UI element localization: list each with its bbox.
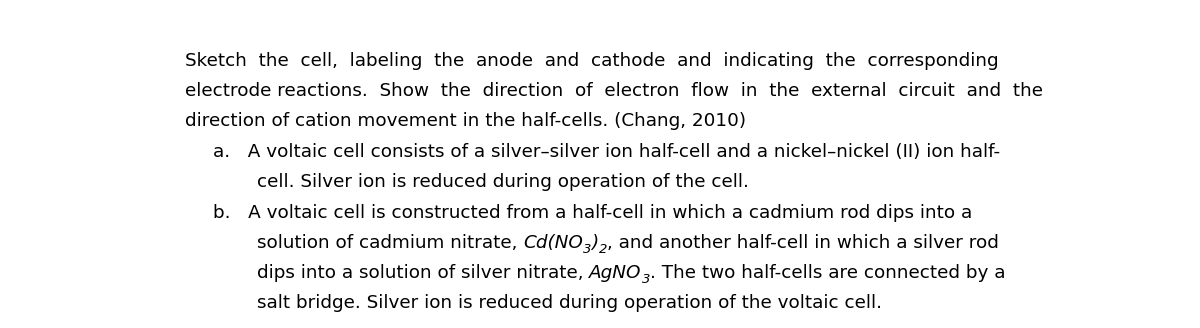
Text: a.   A voltaic cell consists of a silver–silver ion half-cell and a nickel–nicke: a. A voltaic cell consists of a silver–s… [214, 143, 1001, 161]
Text: 3: 3 [583, 243, 592, 256]
Text: 3: 3 [642, 273, 650, 286]
Text: salt bridge. Silver ion is reduced during operation of the voltaic cell.: salt bridge. Silver ion is reduced durin… [257, 294, 882, 312]
Text: Cd(NO: Cd(NO [523, 234, 583, 252]
Text: Sketch  the  cell,  labeling  the  anode  and  cathode  and  indicating  the  co: Sketch the cell, labeling the anode and … [185, 52, 998, 70]
Text: b.   A voltaic cell is constructed from a half-cell in which a cadmium rod dips : b. A voltaic cell is constructed from a … [214, 204, 972, 222]
Text: , and another half-cell in which a silver rod: , and another half-cell in which a silve… [607, 234, 998, 252]
Text: ): ) [592, 234, 599, 252]
Text: direction of cation movement in the half-cells. (Chang, 2010): direction of cation movement in the half… [185, 112, 746, 130]
Text: cell. Silver ion is reduced during operation of the cell.: cell. Silver ion is reduced during opera… [257, 173, 749, 191]
Text: . The two half-cells are connected by a: . The two half-cells are connected by a [650, 264, 1006, 282]
Text: 2: 2 [599, 243, 607, 256]
Text: dips into a solution of silver nitrate,: dips into a solution of silver nitrate, [257, 264, 589, 282]
Text: electrode reactions.  Show  the  direction  of  electron  flow  in  the  externa: electrode reactions. Show the direction … [185, 82, 1043, 100]
Text: AgNO: AgNO [589, 264, 642, 282]
Text: solution of cadmium nitrate,: solution of cadmium nitrate, [257, 234, 523, 252]
